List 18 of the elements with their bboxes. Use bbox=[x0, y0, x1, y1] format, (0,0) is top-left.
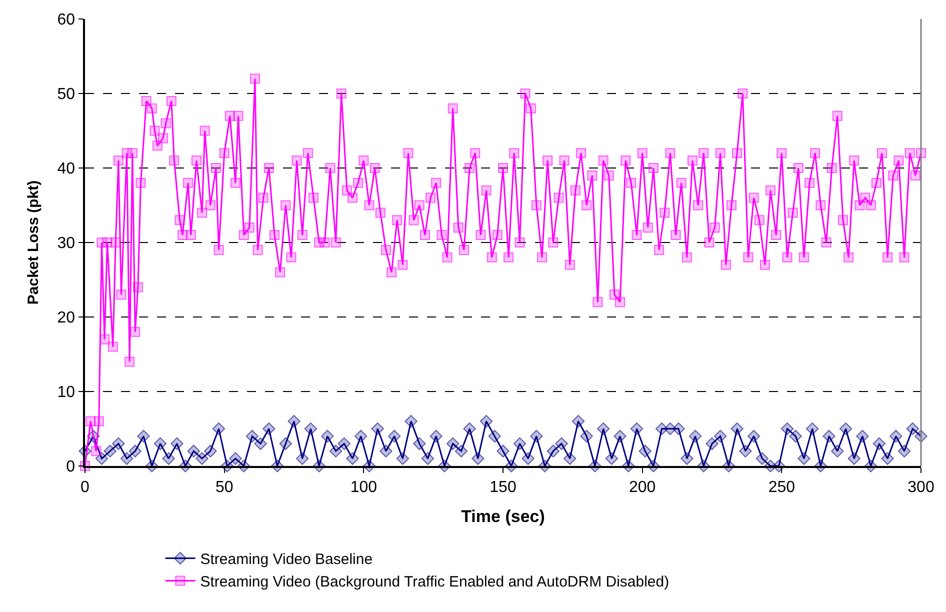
legend-label: Streaming Video (Background Traffic Enabled and AutoDRM Disabled) bbox=[200, 574, 670, 591]
x-tick-label: 300 bbox=[908, 478, 934, 496]
x-tick-label: 0 bbox=[80, 478, 90, 496]
x-tick-label: 200 bbox=[628, 478, 656, 496]
y-tick-label: 0 bbox=[66, 458, 76, 476]
y-tick-label: 10 bbox=[57, 384, 76, 402]
x-tick-label: 100 bbox=[350, 478, 378, 496]
y-tick-label: 40 bbox=[57, 160, 76, 178]
x-tick-label: 50 bbox=[215, 478, 234, 496]
y-tick-label: 60 bbox=[57, 12, 76, 29]
legend-label: Streaming Video Baseline bbox=[200, 551, 373, 568]
x-tick-label: 250 bbox=[768, 478, 796, 496]
y-tick-label: 50 bbox=[57, 86, 76, 104]
y-tick-label: 20 bbox=[57, 310, 76, 327]
y-axis-title: Packet Loss (pkt) bbox=[25, 180, 42, 305]
x-axis-title: Time (sec) bbox=[461, 506, 545, 526]
y-tick-label: 30 bbox=[57, 235, 76, 252]
x-tick-label: 150 bbox=[490, 478, 516, 496]
